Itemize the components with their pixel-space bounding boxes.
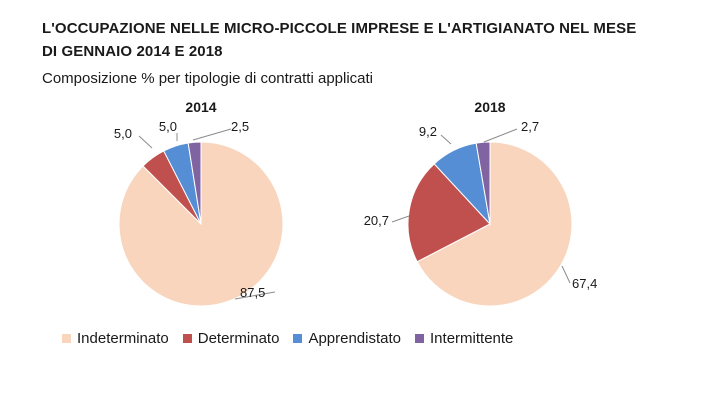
legend-label-intermittente: Intermittente <box>430 330 514 347</box>
leader-line-2018-apprendistato <box>440 134 452 145</box>
legend-label-determinato: Determinato <box>197 330 280 347</box>
data-label-2014-intermittente: 2,5 <box>231 119 249 134</box>
data-label-2014-determinato: 5,0 <box>114 126 132 141</box>
legend: Indeterminato Determinato Apprendistato … <box>62 330 527 347</box>
legend-item-determinato: Determinato <box>182 330 280 347</box>
pie-slice-2014-intermittente <box>187 141 202 225</box>
title-line-2: DI GENNAIO 2014 E 2018 <box>42 43 223 60</box>
chart-subtitle: Composizione % per tipologie di contratt… <box>42 70 374 87</box>
legend-label-indeterminato: Indeterminato <box>77 330 169 347</box>
pie-slice-2018-determinato <box>407 163 491 263</box>
legend-swatch-intermittente <box>415 334 425 343</box>
chart-title: L'OCCUPAZIONE NELLE MICRO-PICCOLE IMPRES… <box>42 17 636 63</box>
legend-swatch-apprendistato <box>293 334 303 343</box>
data-label-2018-determinato: 20,7 <box>364 213 389 228</box>
leader-line-2018-indeterminato <box>561 265 571 284</box>
pie-slice-2018-intermittente <box>475 141 491 225</box>
pie-slice-2018-indeterminato <box>416 141 573 307</box>
data-label-2018-indeterminato: 67,4 <box>572 276 597 291</box>
leader-line-2014-determinato <box>138 135 153 149</box>
data-label-2018-intermittente: 2,7 <box>521 119 539 134</box>
title-line-1: L'OCCUPAZIONE NELLE MICRO-PICCOLE IMPRES… <box>42 20 637 37</box>
leader-line-2014-indeterminato <box>234 291 276 300</box>
legend-item-apprendistato: Apprendistato <box>293 330 401 347</box>
legend-swatch-determinato <box>182 334 192 343</box>
legend-swatch-indeterminato <box>62 334 71 343</box>
data-label-2014-indeterminato: 87,5 <box>240 285 265 300</box>
pie-title-2018: 2018 <box>474 99 505 115</box>
pie-title-2014: 2014 <box>185 99 216 115</box>
leader-line-2018-intermittente <box>483 128 518 143</box>
leader-line-2018-determinato <box>391 215 410 223</box>
legend-item-intermittente: Intermittente <box>415 330 513 347</box>
data-label-2018-apprendistato: 9,2 <box>419 124 437 139</box>
legend-label-apprendistato: Apprendistato <box>308 330 402 347</box>
data-label-2014-apprendistato: 5,0 <box>159 119 177 134</box>
legend-item-indeterminato: Indeterminato <box>62 330 169 347</box>
leader-line-2014-intermittente <box>192 128 232 141</box>
